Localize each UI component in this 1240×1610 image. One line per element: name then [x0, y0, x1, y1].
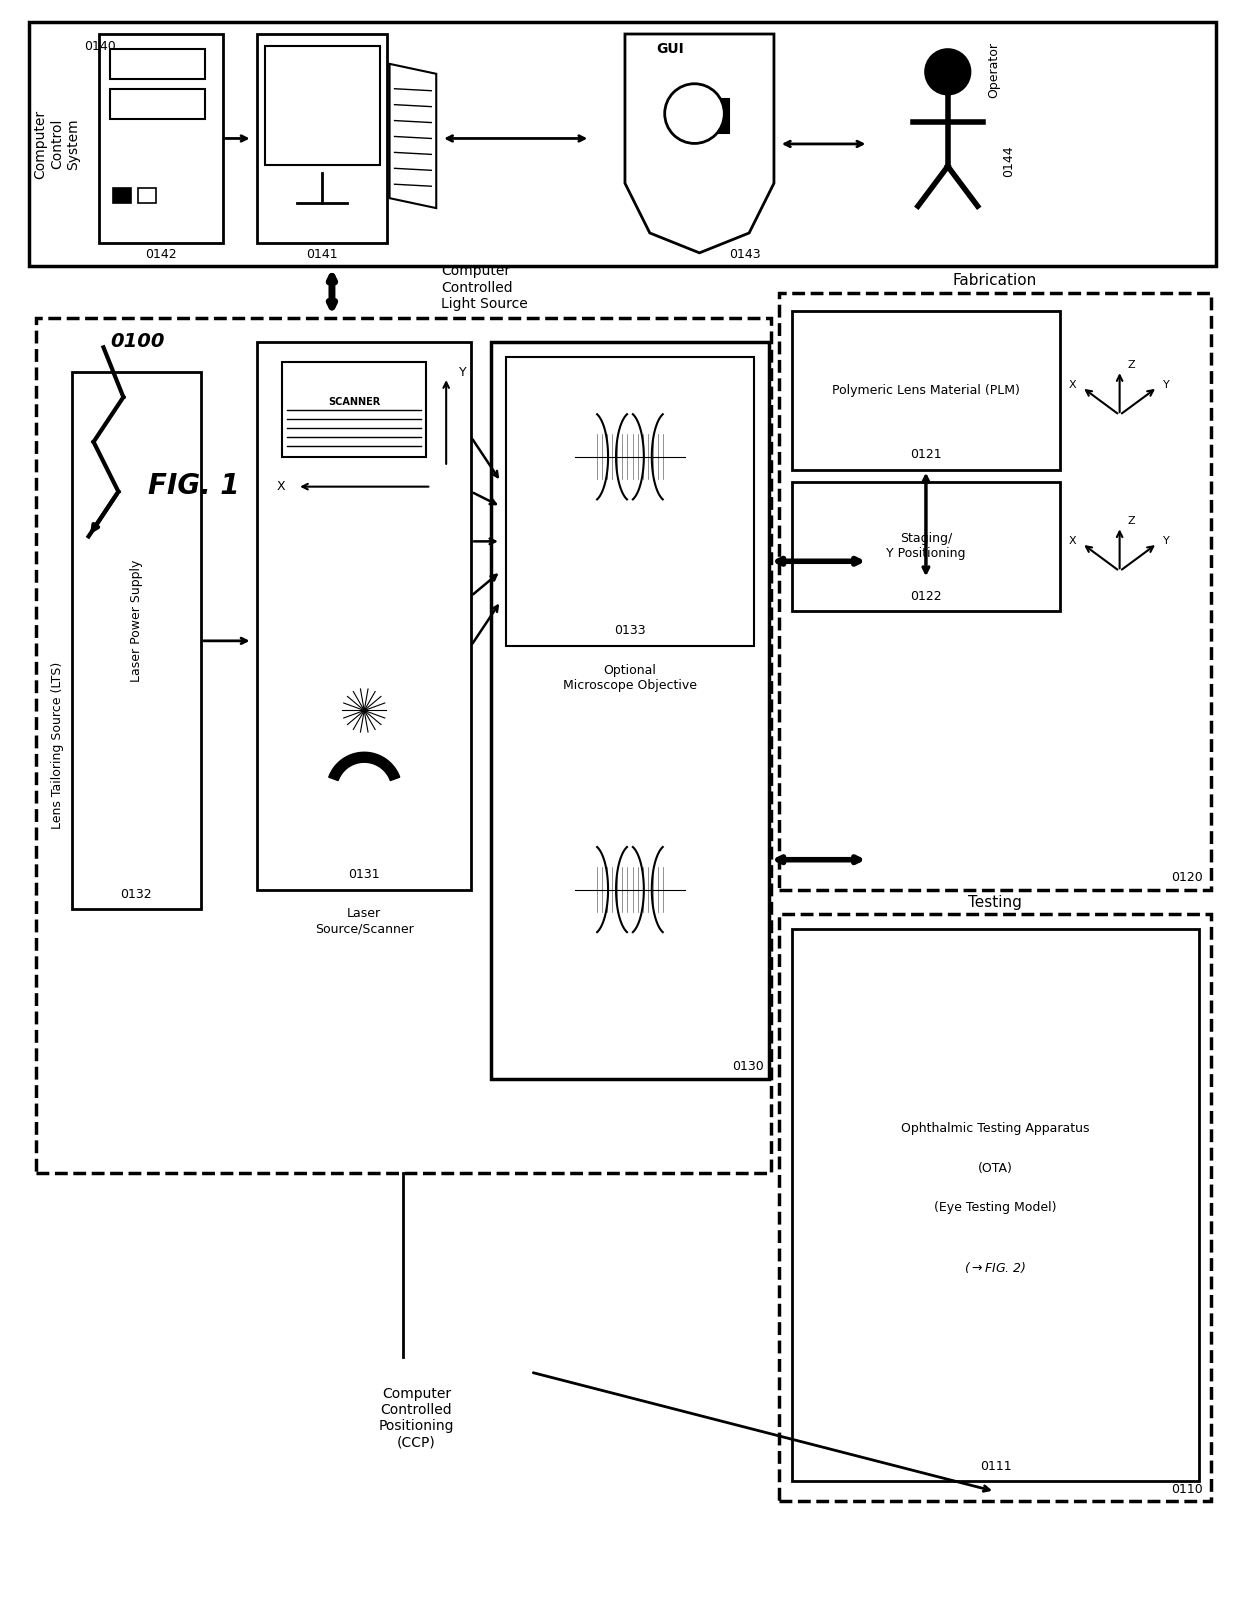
Bar	[110, 48, 205, 79]
Text: GUI: GUI	[656, 42, 683, 56]
Text: 0133: 0133	[614, 625, 646, 638]
Text: (OTA): (OTA)	[978, 1161, 1013, 1175]
Text: Laser Power Supply: Laser Power Supply	[130, 560, 143, 683]
Bar	[72, 372, 201, 910]
Bar	[491, 343, 769, 1079]
Bar	[36, 317, 771, 1174]
Text: 0100: 0100	[110, 332, 165, 351]
Text: FIG. 1: FIG. 1	[149, 472, 239, 499]
Text: Z: Z	[1127, 517, 1135, 526]
Polygon shape	[625, 34, 774, 253]
Polygon shape	[389, 64, 436, 208]
Text: Z: Z	[1127, 361, 1135, 370]
Bar	[265, 47, 379, 166]
Text: 0111: 0111	[980, 1460, 1012, 1473]
Bar	[283, 362, 427, 457]
Text: 0130: 0130	[733, 1059, 764, 1074]
Text: Lens Tailoring Source (LTS): Lens Tailoring Source (LTS)	[51, 662, 64, 829]
Text: Y: Y	[459, 365, 466, 378]
Bar	[110, 89, 205, 119]
Bar	[506, 357, 754, 646]
Bar	[98, 34, 223, 243]
Text: (Eye Testing Model): (Eye Testing Model)	[934, 1201, 1056, 1214]
Text: X: X	[277, 480, 285, 493]
Text: 0144: 0144	[1002, 145, 1016, 177]
Text: 0122: 0122	[910, 589, 941, 602]
Bar	[29, 23, 1216, 266]
Bar	[792, 311, 1060, 470]
Text: Computer
Controlled
Positioning
(CCP): Computer Controlled Positioning (CCP)	[378, 1386, 454, 1449]
Bar	[792, 481, 1060, 612]
Text: Ophthalmic Testing Apparatus: Ophthalmic Testing Apparatus	[901, 1122, 1090, 1135]
Text: Fabrication: Fabrication	[952, 274, 1037, 288]
Text: ($\rightarrow$FIG. 2): ($\rightarrow$FIG. 2)	[965, 1261, 1027, 1275]
Bar	[779, 914, 1211, 1502]
Text: Staging/
Y Positioning: Staging/ Y Positioning	[887, 533, 966, 560]
Text: Computer
Controlled
Light Source: Computer Controlled Light Source	[441, 264, 528, 311]
Text: 0132: 0132	[120, 889, 153, 902]
Text: Laser
Source/Scanner: Laser Source/Scanner	[315, 908, 414, 935]
Circle shape	[665, 84, 724, 143]
Polygon shape	[329, 752, 399, 781]
Text: X: X	[1069, 536, 1076, 546]
Text: 0110: 0110	[1172, 1483, 1203, 1496]
Circle shape	[926, 50, 970, 93]
Bar	[792, 929, 1199, 1481]
Text: 0121: 0121	[910, 448, 941, 462]
Text: Operator: Operator	[987, 42, 1001, 98]
Text: Y: Y	[1163, 536, 1171, 546]
Bar	[138, 188, 156, 203]
Bar	[258, 343, 471, 890]
Text: Y: Y	[1163, 380, 1171, 390]
Text: 0141: 0141	[306, 248, 337, 261]
Bar	[779, 293, 1211, 890]
Text: X: X	[1069, 380, 1076, 390]
Text: 0131: 0131	[348, 868, 379, 881]
Text: Testing: Testing	[968, 895, 1022, 910]
Text: Computer
Control
System: Computer Control System	[33, 109, 81, 179]
Text: 0140: 0140	[83, 40, 115, 53]
Text: 0142: 0142	[145, 248, 176, 261]
Text: Optional
Microscope Objective: Optional Microscope Objective	[563, 663, 697, 692]
Bar	[258, 34, 387, 243]
Bar	[714, 98, 729, 134]
Text: 0143: 0143	[729, 248, 761, 261]
Text: 0120: 0120	[1172, 871, 1203, 884]
Text: Polymeric Lens Material (PLM): Polymeric Lens Material (PLM)	[832, 383, 1019, 396]
Bar	[113, 188, 131, 203]
Text: SCANNER: SCANNER	[329, 396, 381, 407]
